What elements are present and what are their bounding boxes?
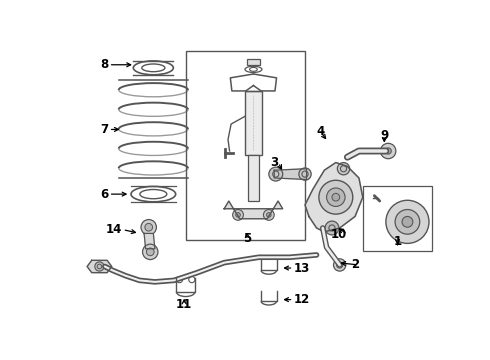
Circle shape: [141, 220, 156, 235]
Circle shape: [269, 167, 283, 181]
Bar: [247, 59, 260, 65]
Polygon shape: [274, 169, 307, 180]
Circle shape: [332, 193, 340, 201]
Circle shape: [236, 213, 240, 217]
Circle shape: [299, 168, 311, 180]
Circle shape: [325, 221, 339, 235]
Circle shape: [145, 223, 152, 231]
Text: 10: 10: [331, 228, 347, 240]
Circle shape: [95, 262, 104, 271]
Text: 3: 3: [270, 156, 278, 169]
Text: 9: 9: [380, 129, 389, 142]
Text: 14: 14: [106, 223, 122, 236]
Text: 2: 2: [351, 258, 359, 271]
Bar: [248, 155, 259, 201]
Polygon shape: [144, 233, 155, 249]
Text: 7: 7: [100, 123, 109, 136]
Text: 6: 6: [100, 188, 109, 201]
Circle shape: [337, 163, 350, 175]
Circle shape: [233, 210, 244, 220]
Circle shape: [402, 216, 413, 227]
Polygon shape: [87, 260, 112, 273]
Circle shape: [147, 248, 154, 256]
Text: 4: 4: [317, 125, 324, 138]
Circle shape: [143, 244, 158, 260]
Circle shape: [267, 213, 271, 217]
Polygon shape: [224, 201, 283, 219]
Bar: [186, 51, 305, 239]
Text: 11: 11: [176, 298, 192, 311]
Bar: [245, 91, 262, 155]
Circle shape: [385, 148, 391, 154]
Text: 1: 1: [393, 235, 401, 248]
Text: 13: 13: [294, 261, 310, 275]
Circle shape: [264, 210, 274, 220]
Text: 12: 12: [294, 293, 310, 306]
Bar: [363, 186, 432, 251]
Text: 8: 8: [100, 58, 109, 71]
Circle shape: [386, 200, 429, 243]
Circle shape: [395, 210, 420, 234]
Text: 5: 5: [243, 231, 251, 244]
Circle shape: [326, 188, 345, 206]
Circle shape: [381, 143, 396, 159]
Circle shape: [319, 180, 353, 214]
Circle shape: [334, 259, 346, 271]
Polygon shape: [305, 163, 363, 232]
